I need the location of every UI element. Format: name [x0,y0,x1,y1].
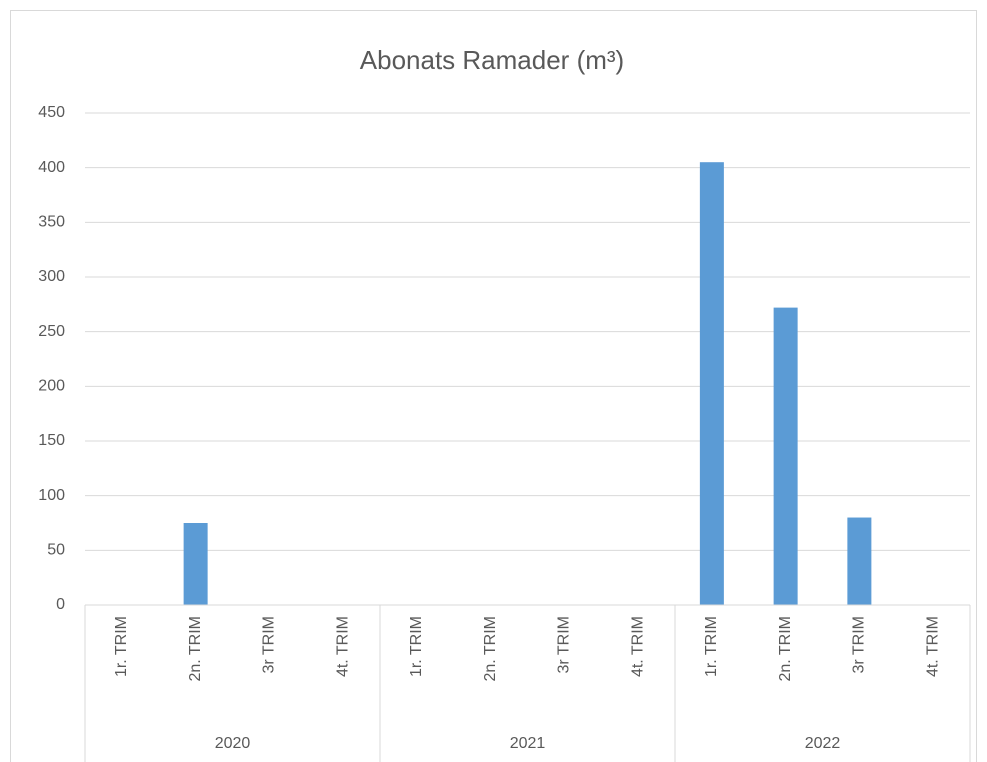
x-tick-label: 4t. TRIM [629,616,646,677]
x-tick-label: 2n. TRIM [777,616,794,682]
chart-title: Abonats Ramader (m³) [360,45,624,75]
y-tick-label: 100 [38,487,65,504]
x-tick-label: 4t. TRIM [924,616,941,677]
x-tick-label: 3r TRIM [261,616,278,673]
x-tick-label: 4t. TRIM [334,616,351,677]
y-tick-label: 200 [38,378,65,395]
bar [699,162,724,605]
x-tick-label: 1r. TRIM [113,616,130,677]
x-tick-label: 2n. TRIM [187,616,204,682]
y-tick-label: 250 [38,323,65,340]
group-label: 2022 [805,735,841,752]
group-label: 2020 [215,735,251,752]
x-tick-label: 3r TRIM [851,616,868,673]
bar [773,307,798,605]
group-label: 2021 [510,735,546,752]
y-tick-label: 300 [38,268,65,285]
bar [183,523,208,605]
y-tick-label: 400 [38,159,65,176]
y-tick-label: 150 [38,432,65,449]
x-tick-label: 1r. TRIM [703,616,720,677]
bar [847,517,872,605]
y-tick-label: 350 [38,214,65,231]
y-tick-label: 50 [47,542,65,559]
x-tick-label: 2n. TRIM [482,616,499,682]
x-tick-label: 1r. TRIM [408,616,425,677]
x-tick-label: 3r TRIM [556,616,573,673]
y-tick-label: 450 [38,104,65,121]
y-tick-label: 0 [56,596,65,613]
